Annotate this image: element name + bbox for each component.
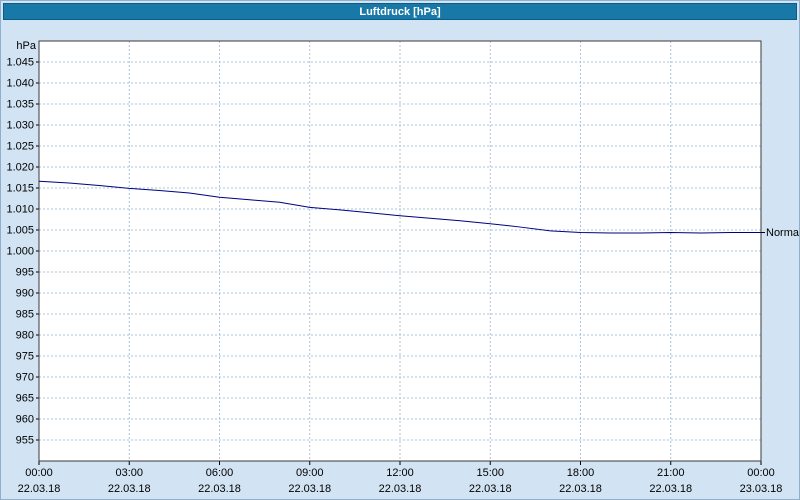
x-tick-date-label: 22.03.18 — [379, 483, 422, 495]
chart-title: Luftdruck [hPa] — [359, 5, 441, 18]
y-tick-label: 985 — [16, 309, 34, 321]
x-tick-date-label: 22.03.18 — [108, 483, 151, 495]
x-tick-date-label: 22.03.18 — [18, 483, 61, 495]
x-tick-date-label: 22.03.18 — [288, 483, 331, 495]
x-tick-date-label: 22.03.18 — [198, 483, 241, 495]
y-tick-label: 1.020 — [6, 162, 34, 174]
y-tick-label: 1.010 — [6, 204, 34, 216]
x-tick-time-label: 12:00 — [386, 467, 414, 479]
y-axis-unit-label: hPa — [16, 40, 36, 52]
y-tick-label: 970 — [16, 372, 34, 384]
x-tick-time-label: 21:00 — [657, 467, 685, 479]
y-tick-label: 965 — [16, 393, 34, 405]
y-tick-label: 1.040 — [6, 78, 34, 90]
x-tick-time-label: 18:00 — [567, 467, 595, 479]
y-tick-label: 1.035 — [6, 99, 34, 111]
y-tick-label: 955 — [16, 435, 34, 447]
y-tick-label: 1.045 — [6, 57, 34, 69]
y-tick-label: 1.005 — [6, 225, 34, 237]
pressure-line-chart: hPa 1.045 1.040 1.035 1.030 1.025 1.020 1.015 1.… — [6, 40, 800, 495]
x-tick-time-label: 03:00 — [115, 467, 143, 479]
y-tick-label: 960 — [16, 414, 34, 426]
pressure-series-line — [38, 180, 761, 234]
x-tick-date-label: 23.03.18 — [740, 483, 783, 495]
x-tick-time-label: 06:00 — [206, 467, 234, 479]
chart-title-bar: Luftdruck [hPa] — [3, 3, 797, 20]
x-tick-time-label: 00:00 — [25, 467, 53, 479]
x-tick-time-label: 00:00 — [747, 467, 775, 479]
y-tick-label: 1.015 — [6, 183, 34, 195]
x-tick-time-label: 09:00 — [296, 467, 324, 479]
y-tick-label: 1.030 — [6, 120, 34, 132]
x-tick-date-label: 22.03.18 — [559, 483, 602, 495]
y-tick-label: 1.000 — [6, 246, 34, 258]
x-tick-date-label: 22.03.18 — [469, 483, 512, 495]
x-tick-date-label: 22.03.18 — [649, 483, 692, 495]
x-tick-time-label: 15:00 — [476, 467, 504, 479]
y-tick-label: 990 — [16, 288, 34, 300]
annotation-label: Normal — [766, 227, 800, 239]
y-tick-label: 1.025 — [6, 141, 34, 153]
y-tick-label: 995 — [16, 267, 34, 279]
plot-border — [38, 40, 762, 462]
y-tick-label: 980 — [16, 330, 34, 342]
y-tick-label: 975 — [16, 351, 34, 363]
